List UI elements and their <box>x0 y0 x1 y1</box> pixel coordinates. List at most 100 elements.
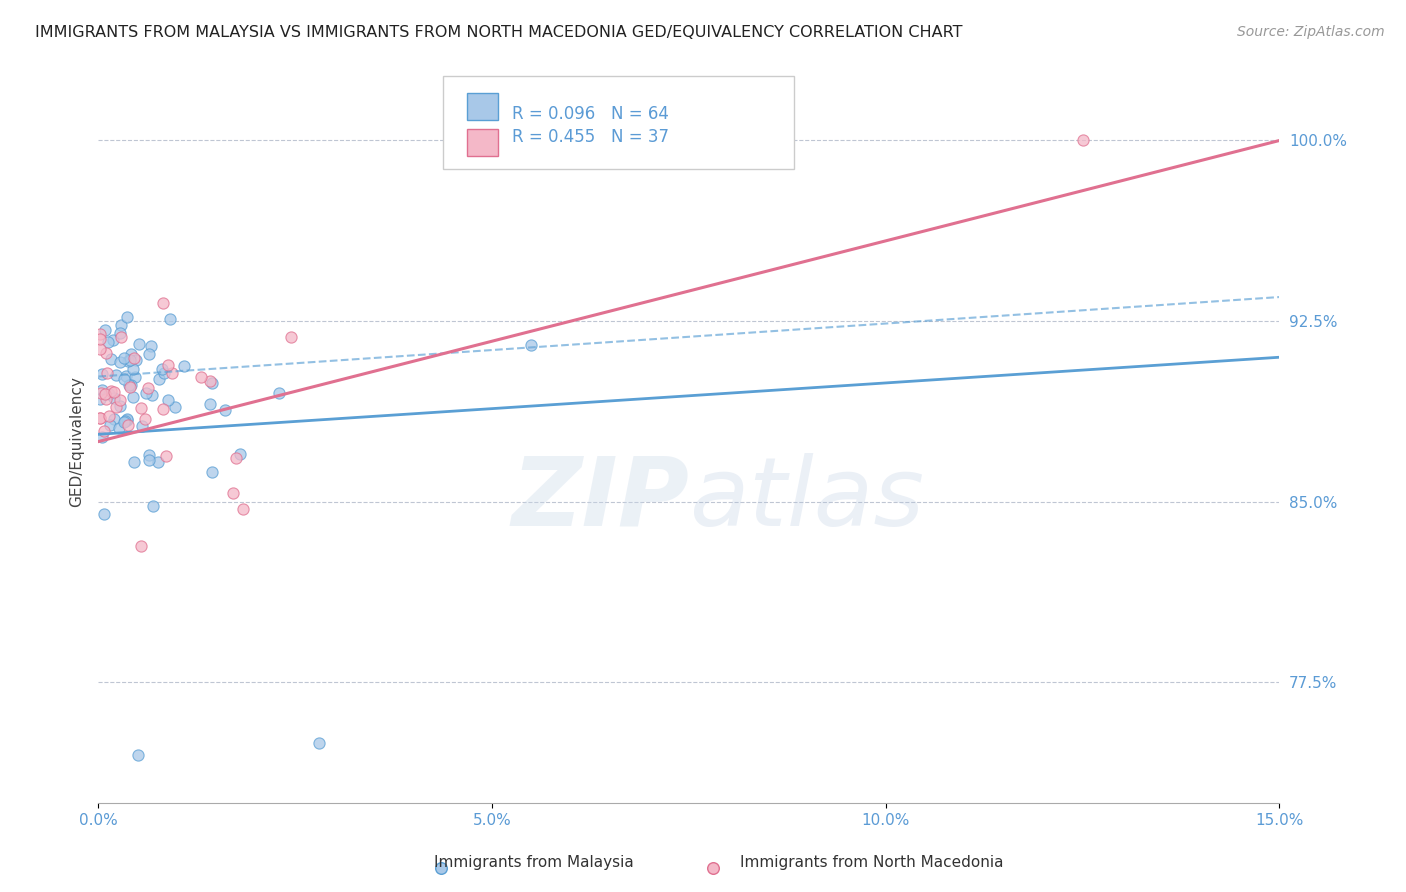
Point <box>89 342 111 356</box>
Text: atlas: atlas <box>689 453 924 546</box>
Point <box>110 392 132 407</box>
Point <box>114 368 136 383</box>
Point <box>122 390 145 404</box>
Point <box>93 507 115 521</box>
Point <box>98 409 121 424</box>
Point <box>115 413 138 427</box>
Point <box>222 485 245 500</box>
Text: IMMIGRANTS FROM MALAYSIA VS IMMIGRANTS FROM NORTH MACEDONIA GED/EQUIVALENCY CORR: IMMIGRANTS FROM MALAYSIA VS IMMIGRANTS F… <box>35 25 963 40</box>
Point <box>159 312 181 326</box>
Point <box>198 374 221 388</box>
Text: Immigrants from North Macedonia: Immigrants from North Macedonia <box>740 855 1004 870</box>
Point <box>117 354 139 368</box>
Point <box>98 418 121 433</box>
Point <box>118 378 141 392</box>
Point <box>135 386 157 401</box>
Point <box>112 415 135 429</box>
Point <box>103 412 125 426</box>
Point <box>97 335 120 350</box>
Text: ZIP: ZIP <box>510 453 689 546</box>
Point <box>225 450 247 465</box>
Point <box>103 385 125 400</box>
Point <box>157 358 180 372</box>
Text: R = 0.096   N = 64: R = 0.096 N = 64 <box>512 105 669 123</box>
Point <box>138 449 160 463</box>
Point <box>139 339 162 353</box>
Point <box>94 387 117 401</box>
Point <box>108 421 131 435</box>
Point <box>94 392 117 406</box>
Point <box>138 381 160 395</box>
Point <box>214 403 236 417</box>
Point <box>120 347 142 361</box>
Point <box>173 359 195 373</box>
Point <box>89 332 111 346</box>
Point <box>267 386 290 401</box>
Point <box>201 465 224 479</box>
Point <box>120 377 142 392</box>
Point <box>112 372 135 386</box>
Point <box>96 367 118 381</box>
Point <box>150 361 173 376</box>
Point <box>1071 133 1094 147</box>
Point <box>110 326 132 340</box>
Point <box>122 455 145 469</box>
Point <box>90 383 112 397</box>
Point <box>93 424 115 438</box>
Point <box>103 333 125 347</box>
Point <box>108 399 131 413</box>
Point <box>153 366 176 380</box>
Point <box>141 387 163 401</box>
Point <box>122 351 145 365</box>
Point <box>152 402 174 417</box>
Point <box>105 368 128 382</box>
Point <box>100 384 122 398</box>
Point <box>91 430 114 444</box>
Point <box>127 747 149 762</box>
Point <box>105 400 128 414</box>
Point <box>138 453 160 467</box>
Point <box>89 392 111 406</box>
Point <box>91 367 114 381</box>
Point <box>120 353 142 368</box>
Point <box>117 417 139 432</box>
Point <box>103 392 125 406</box>
Point <box>125 353 148 368</box>
Point <box>308 735 330 749</box>
Point <box>201 376 224 390</box>
Point <box>118 380 141 394</box>
Point <box>89 410 111 425</box>
Point <box>110 330 132 344</box>
Point <box>165 400 187 414</box>
Point <box>89 410 111 425</box>
Point <box>115 310 138 324</box>
Point <box>112 351 135 365</box>
Y-axis label: GED/Equivalency: GED/Equivalency <box>69 376 84 507</box>
Text: Immigrants from Malaysia: Immigrants from Malaysia <box>434 855 634 870</box>
Point <box>148 372 170 386</box>
Point <box>142 499 165 513</box>
Point <box>155 449 177 463</box>
Point <box>128 336 150 351</box>
Text: R = 0.455   N = 37: R = 0.455 N = 37 <box>512 128 669 145</box>
Point <box>148 455 170 469</box>
Point <box>94 345 117 359</box>
Point <box>156 392 179 407</box>
Point <box>110 318 132 332</box>
Point <box>89 327 111 342</box>
Point <box>98 387 121 401</box>
Point <box>520 338 543 352</box>
Text: Source: ZipAtlas.com: Source: ZipAtlas.com <box>1237 25 1385 39</box>
Point <box>280 329 302 343</box>
Point <box>152 296 174 310</box>
Point <box>232 502 254 516</box>
Point <box>138 347 160 361</box>
Point <box>110 355 132 369</box>
Point <box>200 397 222 411</box>
Point <box>190 370 212 384</box>
Point <box>122 362 145 376</box>
Point <box>117 411 139 425</box>
Point <box>124 369 146 384</box>
Point <box>229 447 252 461</box>
Point <box>160 366 183 380</box>
